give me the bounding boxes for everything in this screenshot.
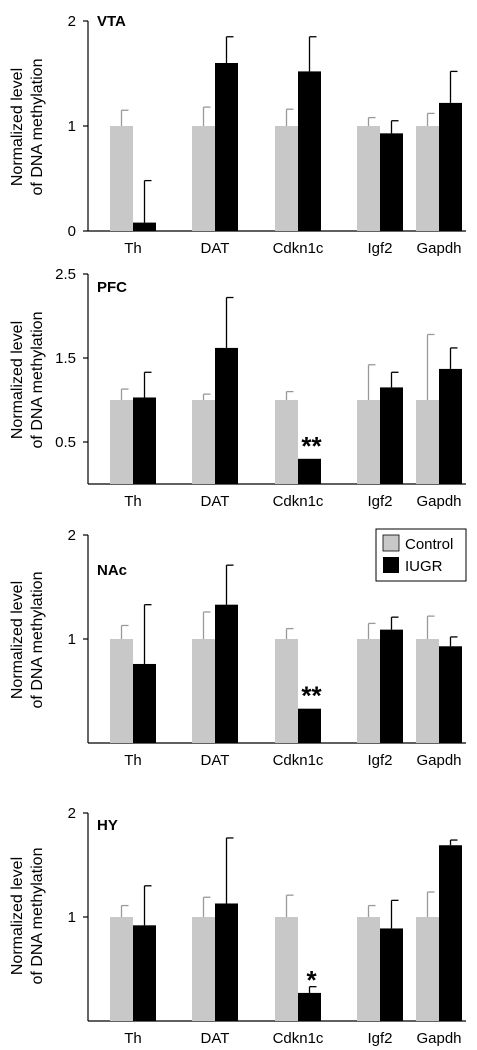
bar-iugr (380, 133, 403, 231)
panel-vta: Normalized level of DNA methylation VTA … (9, 13, 466, 257)
x-tick-label: Igf2 (367, 493, 392, 510)
legend-swatch-control (382, 534, 400, 552)
x-tick-label: Cdkn1c (273, 1030, 324, 1047)
bar-control (416, 639, 439, 743)
bar-control (357, 400, 380, 484)
panel-nac: Normalized level of DNA methylation NAc … (9, 527, 467, 769)
y-axis-label-line-2: of DNA methylation (29, 59, 46, 196)
bar-iugr (298, 71, 321, 232)
bar-iugr (215, 63, 238, 231)
x-tick-label: Igf2 (367, 1030, 392, 1047)
bar-control (192, 400, 215, 484)
x-tick-label: Cdkn1c (273, 493, 324, 510)
legend-label-iugr: IUGR (405, 558, 443, 575)
y-tick-label: 1.5 (55, 350, 76, 367)
bar-control (416, 126, 439, 231)
y-tick-label: 2.5 (55, 266, 76, 283)
x-tick-label: DAT (201, 752, 230, 769)
y-axis-label-line-1: Normalized level (9, 68, 26, 186)
bar-control (192, 917, 215, 1021)
panel-label: PFC (97, 279, 127, 296)
bar-iugr (439, 368, 462, 484)
y-axis-label-line-2: of DNA methylation (29, 572, 46, 709)
significance-marker: ** (301, 431, 322, 461)
bar-control (275, 639, 298, 743)
y-tick-label: 1 (68, 118, 76, 135)
x-tick-label: Gapdh (416, 493, 461, 510)
bar-control (357, 126, 380, 231)
bar-control (110, 126, 133, 231)
x-tick-label: Igf2 (367, 240, 392, 257)
bar-iugr (133, 663, 156, 743)
y-tick-label: 1 (68, 631, 76, 648)
bar-control (110, 639, 133, 743)
y-tick-label: 0.5 (55, 434, 76, 451)
bar-control (357, 639, 380, 743)
legend-label-control: Control (405, 536, 453, 553)
x-tick-label: Gapdh (416, 240, 461, 257)
bar-control (192, 126, 215, 231)
x-tick-label: Igf2 (367, 752, 392, 769)
y-axis-label-line-2: of DNA methylation (29, 312, 46, 449)
bar-iugr (298, 458, 321, 484)
bar-iugr (298, 708, 321, 743)
bar-iugr (380, 387, 403, 484)
x-tick-label: Th (124, 493, 142, 510)
bar-iugr (133, 222, 156, 231)
y-axis-label-line-1: Normalized level (9, 857, 26, 975)
x-tick-label: Cdkn1c (273, 752, 324, 769)
bar-iugr (133, 925, 156, 1021)
x-tick-label: Th (124, 240, 142, 257)
x-tick-label: Th (124, 1030, 142, 1047)
bar-iugr (215, 347, 238, 484)
bar-control (416, 400, 439, 484)
bar-iugr (380, 928, 403, 1021)
bar-iugr (439, 646, 462, 743)
panel-label: VTA (97, 13, 126, 30)
x-tick-label: Cdkn1c (273, 240, 324, 257)
bar-iugr (380, 629, 403, 743)
x-tick-label: Gapdh (416, 1030, 461, 1047)
y-axis-label-line-1: Normalized level (9, 321, 26, 439)
y-axis-label-line-2: of DNA methylation (29, 848, 46, 985)
x-tick-label: Th (124, 752, 142, 769)
y-tick-label: 1 (68, 909, 76, 926)
bar-iugr (215, 903, 238, 1021)
panel-label: HY (97, 817, 118, 834)
bar-iugr (133, 397, 156, 484)
bar-control (416, 917, 439, 1021)
legend-swatch-iugr (383, 557, 399, 573)
significance-marker: ** (301, 681, 322, 711)
x-tick-label: Gapdh (416, 752, 461, 769)
panel-label: NAc (97, 562, 127, 579)
bar-iugr (215, 604, 238, 743)
bar-control (357, 917, 380, 1021)
x-tick-label: DAT (201, 1030, 230, 1047)
bar-iugr (298, 992, 321, 1021)
bar-control (275, 126, 298, 231)
y-tick-label: 2 (68, 13, 76, 30)
bar-iugr (439, 845, 462, 1021)
y-tick-label: 2 (68, 527, 76, 544)
bar-iugr (439, 102, 462, 232)
y-tick-label: 2 (68, 805, 76, 822)
x-tick-label: DAT (201, 493, 230, 510)
panel-pfc: Normalized level of DNA methylation PFC … (9, 266, 466, 510)
panel-hy: Normalized level of DNA methylation HY 1… (9, 805, 466, 1047)
legend: Control IUGR (375, 528, 467, 582)
y-axis-label-line-1: Normalized level (9, 581, 26, 699)
y-tick-label: 0 (68, 223, 76, 240)
bar-control (110, 917, 133, 1021)
bar-control (275, 400, 298, 484)
bar-control (192, 639, 215, 743)
significance-marker: * (306, 965, 317, 995)
bar-control (110, 400, 133, 484)
x-tick-label: DAT (201, 240, 230, 257)
bar-control (275, 917, 298, 1021)
